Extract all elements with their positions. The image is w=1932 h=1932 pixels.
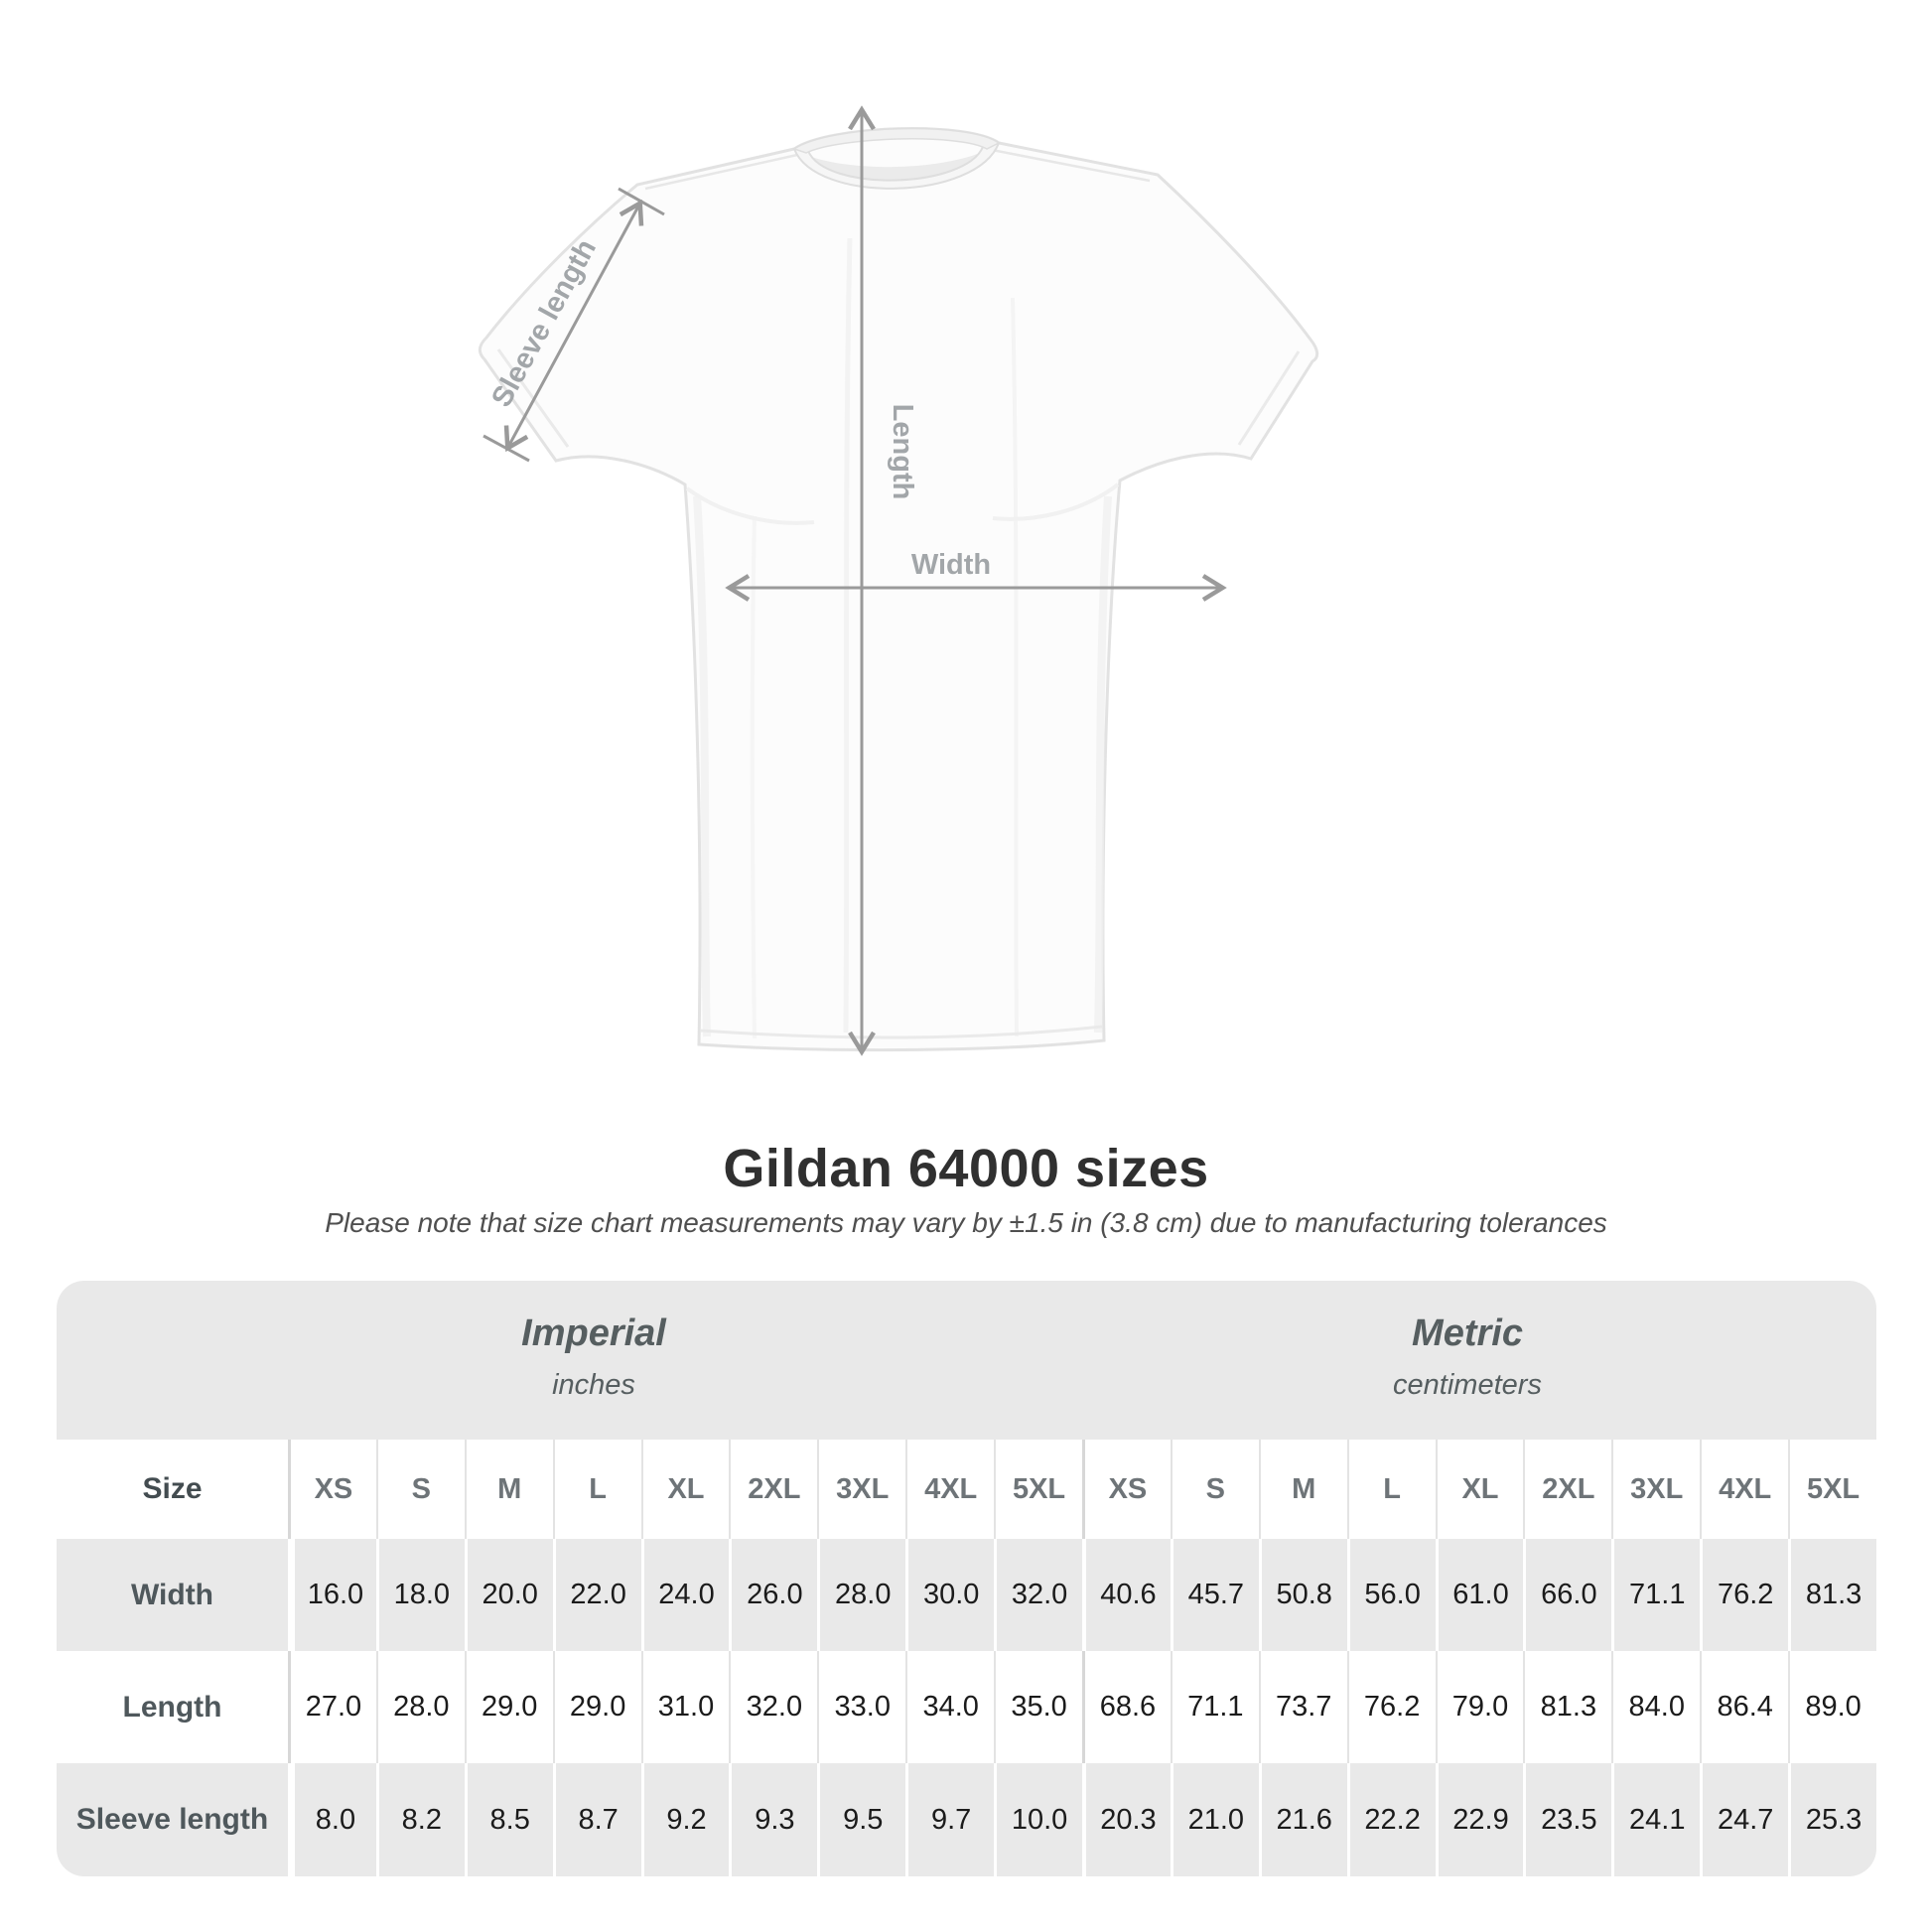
sleeve-arrow-end-tick <box>618 187 665 216</box>
value-cell-imperial: 8.2 <box>375 1763 465 1876</box>
value-cell-metric: 66.0 <box>1523 1539 1612 1651</box>
imperial-label: Imperial <box>521 1312 666 1354</box>
size-header-metric-3xl: 3XL <box>1611 1440 1701 1539</box>
value-cell-metric: 79.0 <box>1435 1651 1524 1763</box>
value-cell-imperial: 18.0 <box>375 1539 465 1651</box>
size-header-metric-l: L <box>1346 1440 1436 1539</box>
value-cell-imperial: 26.0 <box>729 1539 818 1651</box>
value-cell-imperial: 33.0 <box>817 1651 906 1763</box>
value-cell-imperial: 9.7 <box>905 1763 995 1876</box>
page-title: Gildan 64000 sizes <box>723 1139 1209 1198</box>
size-table-grid: Size XS S M L XL 2XL 3XL 4XL 5XL XS S M L XL 2XL 3XL 4XL 5… <box>57 1440 1876 1876</box>
size-header-metric-5xl: 5XL <box>1788 1440 1876 1539</box>
value-cell-metric: 21.0 <box>1170 1763 1259 1876</box>
value-cell-imperial: 34.0 <box>905 1651 995 1763</box>
value-cell-imperial: 28.0 <box>375 1651 465 1763</box>
size-header-imperial-xs: XS <box>288 1440 376 1539</box>
value-cell-metric: 21.6 <box>1258 1763 1347 1876</box>
size-header-imperial-s: S <box>375 1440 465 1539</box>
value-cell-metric: 22.9 <box>1435 1763 1524 1876</box>
value-cell-metric: 76.2 <box>1700 1539 1789 1651</box>
sleeve-arrow-end-tick <box>483 434 530 463</box>
value-cell-metric: 24.1 <box>1611 1763 1701 1876</box>
value-cell-metric: 89.0 <box>1788 1651 1876 1763</box>
value-cell-imperial: 9.3 <box>729 1763 818 1876</box>
value-cell-imperial: 28.0 <box>817 1539 906 1651</box>
value-cell-imperial: 16.0 <box>288 1539 376 1651</box>
value-cell-imperial: 22.0 <box>552 1539 641 1651</box>
value-cell-imperial: 20.0 <box>464 1539 553 1651</box>
tshirt-measure-diagram: Width Length Sleeve length <box>478 105 1319 1056</box>
value-cell-metric: 25.3 <box>1788 1763 1876 1876</box>
value-cell-metric: 68.6 <box>1081 1651 1171 1763</box>
size-header-metric-m: M <box>1258 1440 1347 1539</box>
value-cell-metric: 23.5 <box>1523 1763 1612 1876</box>
value-cell-metric: 73.7 <box>1258 1651 1347 1763</box>
value-cell-imperial: 35.0 <box>994 1651 1082 1763</box>
value-cell-imperial: 9.2 <box>640 1763 730 1876</box>
tolerance-note: Please note that size chart measurements… <box>325 1207 1607 1238</box>
sleeve-measure-arrow <box>503 199 644 453</box>
size-header-imperial-3xl: 3XL <box>817 1440 906 1539</box>
unit-group-metric: Metric centimeters <box>1393 1281 1542 1402</box>
value-cell-metric: 22.2 <box>1346 1763 1436 1876</box>
value-cell-metric: 45.7 <box>1170 1539 1259 1651</box>
size-header-metric-2xl: 2XL <box>1523 1440 1612 1539</box>
value-cell-imperial: 10.0 <box>994 1763 1082 1876</box>
value-cell-imperial: 8.0 <box>288 1763 376 1876</box>
row-label: Length <box>57 1651 288 1763</box>
value-cell-metric: 86.4 <box>1700 1651 1789 1763</box>
size-header-imperial-l: L <box>552 1440 641 1539</box>
size-header-imperial-m: M <box>464 1440 553 1539</box>
size-header-imperial-4xl: 4XL <box>905 1440 995 1539</box>
value-cell-metric: 40.6 <box>1081 1539 1171 1651</box>
value-cell-imperial: 32.0 <box>729 1651 818 1763</box>
value-cell-imperial: 9.5 <box>817 1763 906 1876</box>
value-cell-metric: 50.8 <box>1258 1539 1347 1651</box>
imperial-sublabel: inches <box>552 1369 635 1401</box>
value-cell-imperial: 30.0 <box>905 1539 995 1651</box>
value-cell-metric: 71.1 <box>1611 1539 1701 1651</box>
value-cell-imperial: 31.0 <box>640 1651 730 1763</box>
value-cell-imperial: 24.0 <box>640 1539 730 1651</box>
length-measure-label: Length <box>887 404 918 500</box>
value-cell-imperial: 29.0 <box>552 1651 641 1763</box>
row-label: Width <box>57 1539 288 1651</box>
value-cell-metric: 81.3 <box>1788 1539 1876 1651</box>
size-header-metric-4xl: 4XL <box>1700 1440 1789 1539</box>
metric-label: Metric <box>1412 1312 1523 1354</box>
value-cell-imperial: 27.0 <box>288 1651 376 1763</box>
value-cell-imperial: 8.5 <box>464 1763 553 1876</box>
size-header-imperial-5xl: 5XL <box>994 1440 1082 1539</box>
size-header-imperial-xl: XL <box>640 1440 730 1539</box>
size-header-metric-s: S <box>1170 1440 1259 1539</box>
unit-group-imperial: Imperial inches <box>521 1281 666 1402</box>
width-measure-label: Width <box>911 549 991 581</box>
measure-lines <box>483 105 1227 1056</box>
size-column-header: Size <box>57 1440 288 1539</box>
value-cell-metric: 56.0 <box>1346 1539 1436 1651</box>
size-chart-table: Imperial inches Metric centimeters Size X… <box>57 1281 1876 1876</box>
value-cell-metric: 76.2 <box>1346 1651 1436 1763</box>
size-header-metric-xs: XS <box>1081 1440 1171 1539</box>
value-cell-metric: 81.3 <box>1523 1651 1612 1763</box>
value-cell-metric: 71.1 <box>1170 1651 1259 1763</box>
value-cell-metric: 84.0 <box>1611 1651 1701 1763</box>
value-cell-metric: 61.0 <box>1435 1539 1524 1651</box>
value-cell-imperial: 8.7 <box>552 1763 641 1876</box>
value-cell-metric: 24.7 <box>1700 1763 1789 1876</box>
metric-sublabel: centimeters <box>1393 1369 1542 1401</box>
row-label: Sleeve length <box>57 1763 288 1876</box>
value-cell-metric: 20.3 <box>1081 1763 1171 1876</box>
value-cell-imperial: 32.0 <box>994 1539 1082 1651</box>
unit-header-band: Imperial inches Metric centimeters <box>57 1281 1876 1440</box>
size-header-imperial-2xl: 2XL <box>729 1440 818 1539</box>
value-cell-imperial: 29.0 <box>464 1651 553 1763</box>
size-header-metric-xl: XL <box>1435 1440 1524 1539</box>
